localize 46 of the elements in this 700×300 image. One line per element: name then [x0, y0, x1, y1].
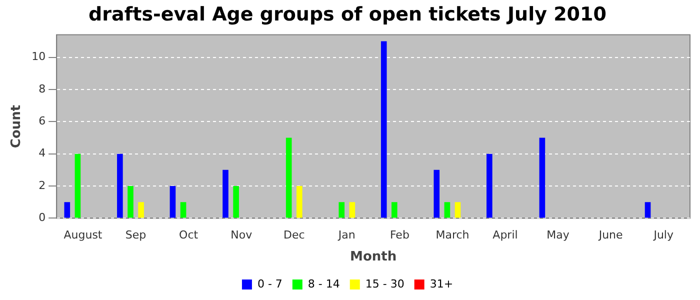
y-tick-label: 10 — [32, 50, 46, 64]
bar — [233, 186, 239, 218]
bar — [380, 41, 387, 218]
legend-label: 0 - 7 — [257, 277, 282, 290]
x-tick-label: Jan — [337, 228, 356, 242]
bar — [392, 202, 398, 218]
x-tick-label: Nov — [230, 228, 253, 242]
y-axis-title: Count — [9, 104, 24, 148]
bar — [170, 186, 176, 218]
bar — [296, 186, 302, 218]
x-tick-label: April — [492, 228, 518, 242]
y-tick-label: 0 — [38, 211, 46, 224]
x-tick-label: Dec — [283, 228, 305, 242]
x-axis-title: Month — [350, 250, 397, 265]
bar — [180, 202, 186, 218]
legend-label: 15 - 30 — [365, 277, 404, 290]
y-tick-label: 6 — [38, 114, 46, 128]
x-tick-label: Sep — [125, 228, 146, 242]
bar — [338, 202, 345, 218]
legend-label: 8 - 14 — [308, 277, 340, 290]
x-tick-label: Feb — [390, 228, 410, 242]
x-tick-label: Oct — [179, 228, 199, 242]
x-tick-label: August — [64, 228, 103, 242]
bar — [434, 170, 440, 218]
chart-title: drafts-eval Age groups of open tickets July 2010 — [88, 3, 606, 26]
y-tick-label: 4 — [38, 146, 46, 160]
bar — [644, 202, 651, 218]
bar — [286, 138, 292, 218]
x-tick-label: July — [652, 228, 674, 242]
x-tick-label: June — [598, 228, 624, 242]
bar — [117, 154, 123, 218]
bar — [486, 154, 492, 218]
bar — [454, 202, 461, 218]
bar — [349, 202, 356, 218]
bar — [138, 202, 144, 218]
legend-label: 31+ — [430, 277, 454, 290]
y-tick-label: 8 — [38, 82, 46, 96]
bar — [222, 170, 228, 218]
bar — [444, 202, 450, 218]
y-tick-label: 2 — [38, 178, 46, 192]
x-tick-label: May — [546, 228, 570, 242]
x-tick-label: March — [436, 228, 470, 242]
bar — [64, 202, 70, 218]
bar — [74, 154, 81, 218]
bar — [128, 186, 134, 218]
bar — [539, 138, 546, 218]
